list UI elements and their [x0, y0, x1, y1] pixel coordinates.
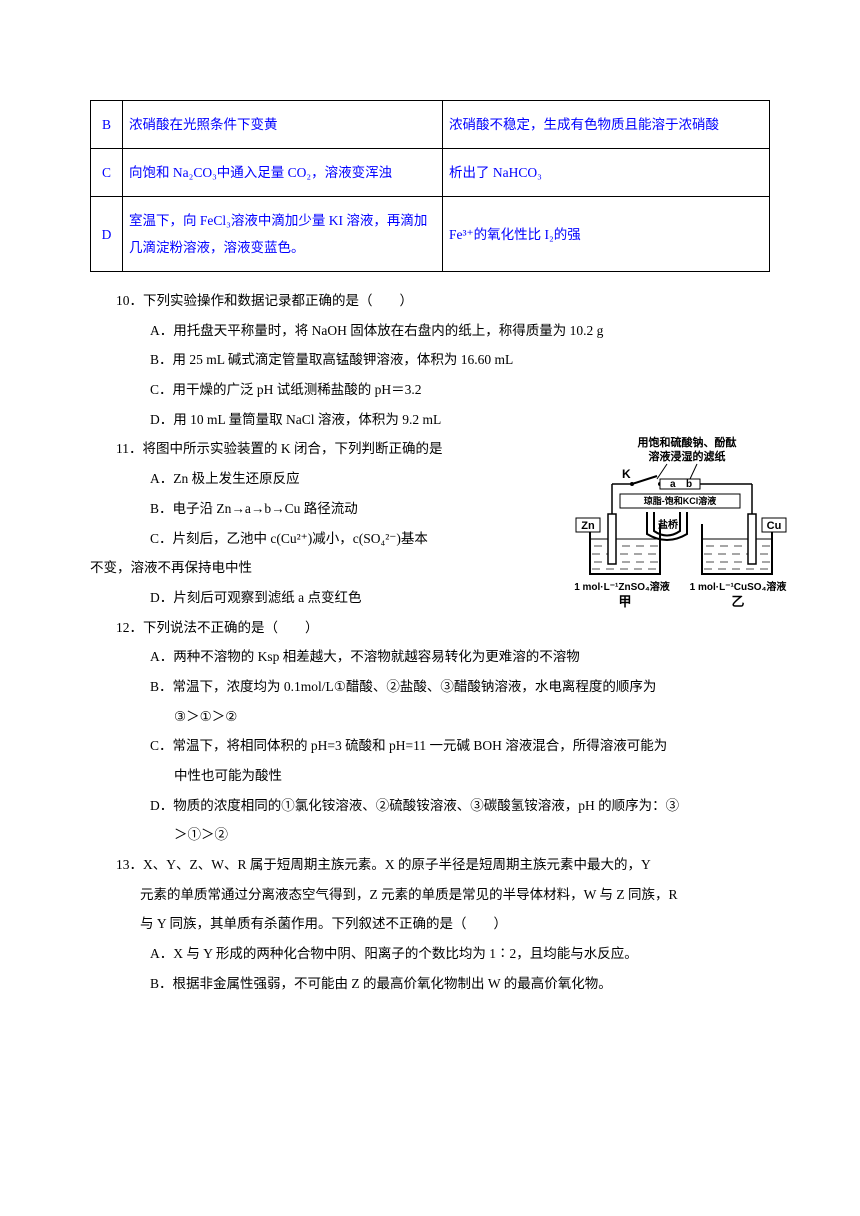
right-beaker-label: 乙	[731, 594, 744, 609]
switch-label: K	[622, 467, 631, 481]
q12-A: A．两种不溶物的 Ksp 相差越大，不溶物就越容易转化为更难溶的不溶物	[90, 642, 770, 672]
diagram-top-label: 用饱和硫酸钠、酚酞	[638, 435, 737, 449]
row-right: Fe³⁺的氧化性比 I₂的强	[443, 197, 770, 272]
q12-D2: ＞①＞②	[90, 820, 770, 850]
right-sol-label: 1 mol·L⁻¹CuSO₄溶液	[690, 580, 787, 593]
q11-block: 用饱和硫酸钠、酚酞 溶液浸湿的滤纸 K a b	[90, 434, 770, 612]
cu-label: Cu	[767, 520, 782, 532]
q13-B: B．根据非金属性强弱，不可能由 Z 的最高价氧化物制出 W 的最高价氧化物。	[90, 969, 770, 999]
row-right: 浓硝酸不稳定，生成有色物质且能溶于浓硝酸	[443, 101, 770, 149]
table-row: C 向饱和 Na₂CO₃中通入足量 CO₂，溶液变浑浊 析出了 NaHCO₃	[91, 149, 770, 197]
q10-C: C．用干燥的广泛 pH 试纸测稀盐酸的 pH＝3.2	[90, 375, 770, 405]
q10-D: D．用 10 mL 量筒量取 NaCl 溶液，体积为 9.2 mL	[90, 405, 770, 435]
b-label: b	[686, 479, 692, 490]
q13-A: A．X 与 Y 形成的两种化合物中阴、阳离子的个数比均为 1∶2，且均能与水反应…	[90, 939, 770, 969]
q12-B: B．常温下，浓度均为 0.1mol/L①醋酸、②盐酸、③醋酸钠溶液，水电离程度的…	[90, 672, 770, 702]
row-left: 向饱和 Na₂CO₃中通入足量 CO₂，溶液变浑浊	[123, 149, 443, 197]
table-row: B 浓硝酸在光照条件下变黄 浓硝酸不稳定，生成有色物质且能溶于浓硝酸	[91, 101, 770, 149]
row-label: C	[91, 149, 123, 197]
q12-C: C．常温下，将相同体积的 pH=3 硫酸和 pH=11 一元碱 BOH 溶液混合…	[90, 731, 770, 761]
q13-title2: 元素的单质常通过分离液态空气得到，Z 元素的单质是常见的半导体材料，W 与 Z …	[90, 880, 770, 910]
row-label: D	[91, 197, 123, 272]
zn-label: Zn	[581, 520, 595, 532]
row-label: B	[91, 101, 123, 149]
q12-B2: ③＞①＞②	[90, 702, 770, 732]
q13-title: 13．X、Y、Z、W、R 属于短周期主族元素。X 的原子半径是短周期主族元素中最…	[90, 850, 770, 880]
table-row: D 室温下，向 FeCl₃溶液中滴加少量 KI 溶液，再滴加几滴淀粉溶液，溶液变…	[91, 197, 770, 272]
q10-title: 10．下列实验操作和数据记录都正确的是（ ）	[90, 286, 770, 316]
a-label: a	[670, 479, 676, 490]
question-list: 10．下列实验操作和数据记录都正确的是（ ） A．用托盘天平称量时，将 NaOH…	[90, 286, 770, 999]
row-left: 室温下，向 FeCl₃溶液中滴加少量 KI 溶液，再滴加几滴淀粉溶液，溶液变蓝色…	[123, 197, 443, 272]
row-right: 析出了 NaHCO₃	[443, 149, 770, 197]
salt-bridge-label: 盐桥	[658, 518, 679, 531]
q10-B: B．用 25 mL 碱式滴定管量取高锰酸钾溶液，体积为 16.60 mL	[90, 345, 770, 375]
q12-D: D．物质的浓度相同的①氯化铵溶液、②硫酸铵溶液、③碳酸氢铵溶液，pH 的顺序为：…	[90, 791, 770, 821]
bridge-label: 琼脂-饱和KCl溶液	[644, 495, 717, 506]
left-beaker-label: 甲	[618, 594, 631, 609]
experiment-table: B 浓硝酸在光照条件下变黄 浓硝酸不稳定，生成有色物质且能溶于浓硝酸 C 向饱和…	[90, 100, 770, 272]
apparatus-diagram: 用饱和硫酸钠、酚酞 溶液浸湿的滤纸 K a b	[562, 434, 792, 619]
q13-title3: 与 Y 同族，其单质有杀菌作用。下列叙述不正确的是（ ）	[90, 909, 770, 939]
q10-A: A．用托盘天平称量时，将 NaOH 固体放在右盘内的纸上，称得质量为 10.2 …	[90, 316, 770, 346]
row-left: 浓硝酸在光照条件下变黄	[123, 101, 443, 149]
left-sol-label: 1 mol·L⁻¹ZnSO₄溶液	[574, 580, 670, 593]
q12-C2: 中性也可能为酸性	[90, 761, 770, 791]
diagram-top-label2: 溶液浸湿的滤纸	[649, 449, 726, 463]
